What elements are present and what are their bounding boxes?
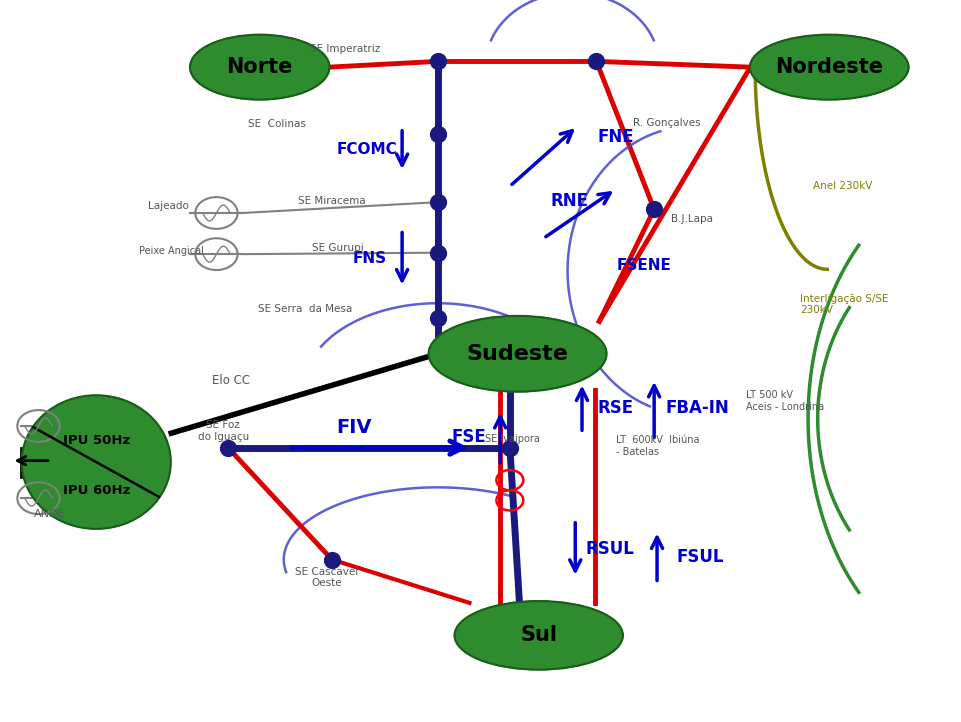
- Ellipse shape: [428, 316, 605, 391]
- Text: FBA-IN: FBA-IN: [665, 399, 728, 417]
- Text: FCOMC: FCOMC: [336, 142, 398, 157]
- Ellipse shape: [750, 35, 907, 100]
- Text: IPU 60Hz: IPU 60Hz: [62, 484, 130, 497]
- Ellipse shape: [455, 601, 623, 670]
- Text: SE Gurupi: SE Gurupi: [311, 243, 363, 253]
- Text: FIV: FIV: [336, 418, 371, 437]
- Point: [430, 196, 445, 208]
- Text: SE Serra  da Mesa: SE Serra da Mesa: [258, 304, 352, 314]
- Text: Norte: Norte: [227, 57, 292, 77]
- Text: SE Imperatriz: SE Imperatriz: [309, 44, 380, 54]
- Point: [588, 56, 604, 67]
- Ellipse shape: [190, 35, 329, 100]
- Point: [430, 56, 445, 67]
- Text: Peixe Angical: Peixe Angical: [138, 246, 204, 256]
- Text: FNS: FNS: [352, 251, 386, 266]
- Text: Sul: Sul: [520, 625, 556, 645]
- Point: [430, 247, 445, 258]
- Text: FNE: FNE: [597, 129, 633, 146]
- Text: Sudeste: Sudeste: [466, 344, 568, 364]
- Text: SE Foz
do Iguaçu: SE Foz do Iguaçu: [197, 420, 249, 442]
- Text: SE  Colinas: SE Colinas: [248, 119, 306, 129]
- Text: ANDE: ANDE: [35, 509, 65, 519]
- Text: RSE: RSE: [597, 399, 633, 417]
- Text: RNE: RNE: [550, 192, 588, 209]
- Text: B.J.Lapa: B.J.Lapa: [671, 214, 713, 224]
- Ellipse shape: [22, 395, 171, 529]
- Text: FSENE: FSENE: [616, 258, 672, 273]
- Text: Interligação S/SE
230kV: Interligação S/SE 230kV: [800, 294, 888, 316]
- Point: [430, 128, 445, 139]
- Text: FSE: FSE: [451, 428, 485, 445]
- Text: SE Ivaipora: SE Ivaipora: [484, 434, 540, 444]
- Text: Elo CC: Elo CC: [211, 374, 250, 387]
- Text: IPU 50Hz: IPU 50Hz: [62, 434, 130, 447]
- Text: SE Miracema: SE Miracema: [298, 196, 365, 206]
- Point: [220, 442, 235, 453]
- Text: FSUL: FSUL: [676, 549, 724, 566]
- Point: [430, 312, 445, 323]
- Text: LT  600kV  Ibiúna
- Batelas: LT 600kV Ibiúna - Batelas: [615, 435, 699, 457]
- Text: SE Cascavel
Oeste: SE Cascavel Oeste: [295, 567, 358, 588]
- Text: RSUL: RSUL: [585, 540, 633, 557]
- Point: [646, 204, 661, 215]
- Text: Anel 230kV: Anel 230kV: [812, 181, 872, 191]
- Text: Lajeado: Lajeado: [148, 201, 188, 211]
- Text: Nordeste: Nordeste: [775, 57, 882, 77]
- Point: [502, 442, 517, 453]
- Text: R. Gonçalves: R. Gonçalves: [632, 118, 700, 128]
- Point: [324, 554, 339, 565]
- Text: LT 500 kV
Aceis - Londrina: LT 500 kV Aceis - Londrina: [745, 390, 823, 412]
